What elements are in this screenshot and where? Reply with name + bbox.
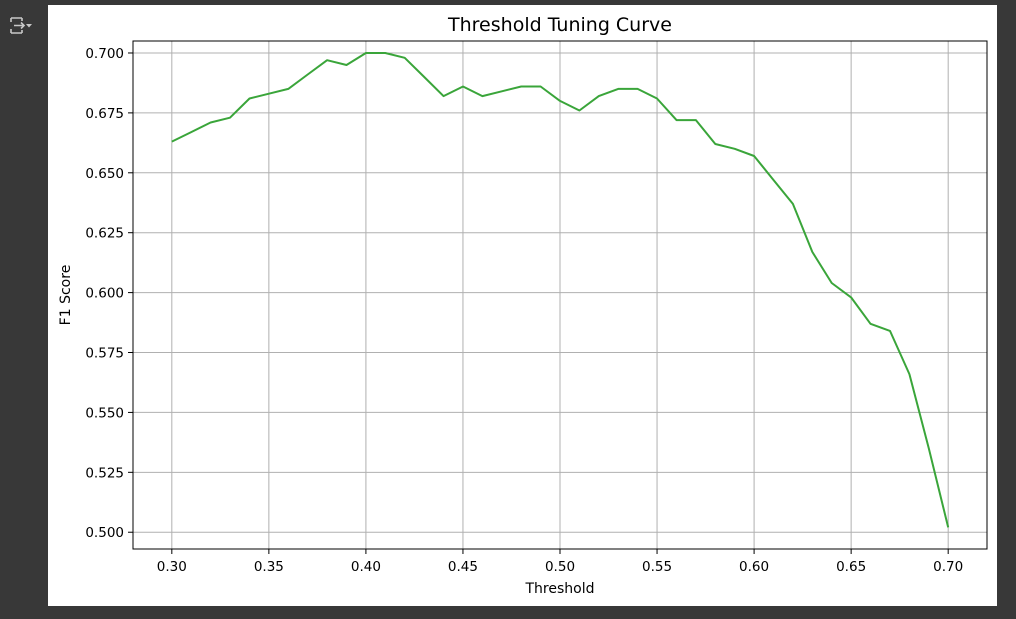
y-tick-label: 0.675 <box>85 106 124 122</box>
x-tick-label: 0.45 <box>448 559 478 575</box>
x-tick-label: 0.40 <box>351 559 381 575</box>
x-tick-label: 0.55 <box>642 559 672 575</box>
y-tick-label: 0.500 <box>85 525 124 541</box>
y-axis-label: F1 Score <box>58 265 74 326</box>
y-tick-label: 0.575 <box>85 346 124 362</box>
x-tick-label: 0.65 <box>836 559 866 575</box>
x-tick-label: 0.70 <box>933 559 963 575</box>
chart-figure: 0.30 0.35 0.40 0.45 0.50 0.55 0.60 0.65 0.70 0.5… <box>48 5 997 606</box>
f1-score-line <box>171 52 950 528</box>
grid <box>133 41 987 549</box>
line-chart: 0.30 0.35 0.40 0.45 0.50 0.55 0.60 0.65 0.70 0.5… <box>58 14 988 597</box>
x-tick-label: 0.35 <box>254 559 284 575</box>
x-tick-label: 0.50 <box>545 559 575 575</box>
output-collapse-icon[interactable] <box>8 14 34 38</box>
y-tick-label: 0.700 <box>85 46 124 62</box>
x-axis-ticks: 0.30 0.35 0.40 0.45 0.50 0.55 0.60 0.65 0.70 <box>157 549 963 575</box>
y-tick-label: 0.600 <box>85 286 124 302</box>
x-tick-label: 0.30 <box>157 559 187 575</box>
chart-title: Threshold Tuning Curve <box>447 14 672 36</box>
y-tick-label: 0.550 <box>85 405 124 421</box>
y-tick-label: 0.525 <box>85 465 124 481</box>
x-axis-label: Threshold <box>525 581 595 597</box>
series-layer <box>171 52 950 528</box>
y-tick-label: 0.650 <box>85 166 124 182</box>
y-axis-ticks: 0.500 0.525 0.550 0.575 0.600 0.625 0.650 0.675… <box>85 46 133 541</box>
output-collapse-glyph <box>10 17 32 34</box>
y-tick-label: 0.625 <box>85 226 124 242</box>
x-tick-label: 0.60 <box>739 559 769 575</box>
